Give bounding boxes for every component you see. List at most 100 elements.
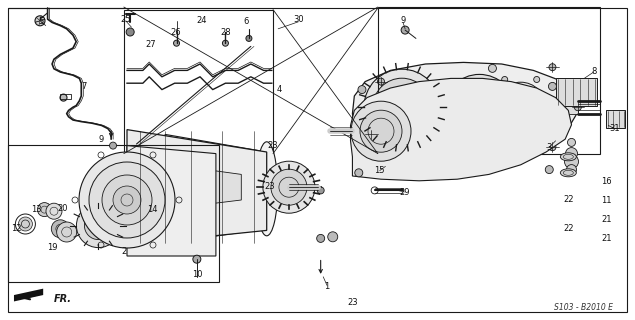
Circle shape [574,104,582,111]
Circle shape [355,169,363,177]
Circle shape [496,82,545,132]
Circle shape [368,131,375,138]
Text: 15: 15 [375,166,385,175]
Polygon shape [137,160,241,213]
Circle shape [502,132,508,138]
Text: 10: 10 [192,270,202,279]
Circle shape [565,155,578,169]
Circle shape [123,186,150,214]
Circle shape [434,93,441,101]
Circle shape [503,89,538,125]
Circle shape [79,152,175,248]
Text: 12: 12 [11,224,21,233]
Circle shape [401,26,409,34]
Text: 21: 21 [601,234,612,243]
Circle shape [57,222,77,242]
Circle shape [89,162,165,238]
Circle shape [452,84,507,137]
Circle shape [550,104,556,110]
Circle shape [246,36,252,41]
Circle shape [37,203,51,217]
Circle shape [317,234,324,243]
Circle shape [114,178,159,222]
Text: 24: 24 [197,16,207,25]
Circle shape [566,164,577,175]
Circle shape [533,76,540,83]
Circle shape [263,161,315,213]
Text: 3: 3 [547,143,552,152]
Text: 25: 25 [121,15,131,24]
Bar [8,145,219,282]
Text: 9: 9 [401,16,406,25]
Text: 11: 11 [601,196,612,205]
Circle shape [76,204,121,248]
Circle shape [317,187,324,194]
Polygon shape [14,289,43,301]
Text: 1: 1 [324,282,330,291]
Circle shape [102,175,152,225]
Circle shape [222,40,229,46]
Circle shape [566,148,577,160]
Bar [378,7,600,154]
Ellipse shape [560,153,577,161]
Text: 23: 23 [265,182,275,191]
Polygon shape [351,78,572,181]
Text: 23: 23 [348,298,358,307]
Text: 28: 28 [221,28,231,37]
Ellipse shape [560,169,577,177]
Text: 20: 20 [57,204,67,213]
Bar [543,101,578,114]
Circle shape [443,74,516,146]
Text: 30: 30 [293,15,304,24]
Circle shape [46,203,62,219]
Text: 13: 13 [32,205,42,214]
Circle shape [533,132,540,138]
Circle shape [193,255,201,263]
Circle shape [549,144,556,151]
Circle shape [462,93,497,127]
Bar [60,94,71,99]
Text: 5: 5 [39,17,44,26]
Circle shape [351,101,411,161]
Circle shape [271,169,307,205]
Circle shape [109,142,117,149]
Bar [606,110,625,128]
Text: 22: 22 [563,196,573,204]
Polygon shape [165,134,267,243]
Circle shape [373,78,431,136]
Polygon shape [352,62,578,149]
Circle shape [107,170,166,230]
Circle shape [84,212,112,240]
Text: 8: 8 [591,67,596,76]
Circle shape [60,94,67,101]
Text: 21: 21 [601,215,612,224]
Circle shape [328,232,338,242]
Bar [556,78,597,106]
Ellipse shape [154,136,176,242]
Polygon shape [127,146,216,256]
Circle shape [549,82,556,90]
Circle shape [568,138,575,146]
Circle shape [545,166,553,173]
Text: 14: 14 [147,205,157,214]
Circle shape [126,28,134,36]
Text: 27: 27 [146,40,156,49]
Bar [124,10,273,154]
Text: 6: 6 [244,17,249,26]
Text: 31: 31 [610,124,620,133]
Circle shape [377,78,385,85]
Circle shape [488,64,497,72]
Circle shape [51,220,69,238]
Text: 16: 16 [601,177,612,186]
Ellipse shape [256,142,277,236]
Circle shape [502,76,508,83]
Circle shape [109,170,145,206]
Text: 7: 7 [82,82,87,91]
Text: 26: 26 [171,28,181,37]
Circle shape [358,86,366,93]
Polygon shape [419,85,538,137]
Polygon shape [127,130,267,245]
Circle shape [360,110,402,152]
Circle shape [113,186,141,214]
Circle shape [35,16,45,26]
